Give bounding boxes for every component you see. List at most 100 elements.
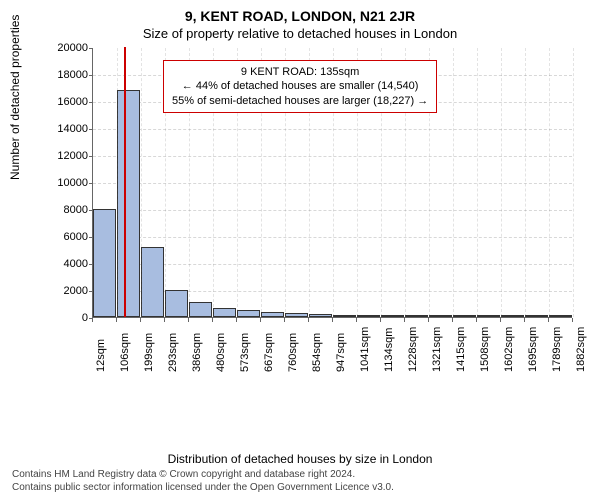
x-tick: 1508sqm	[479, 327, 491, 372]
histogram-bar	[477, 315, 500, 317]
x-tick-mark	[308, 318, 309, 322]
x-tick-mark	[164, 318, 165, 322]
x-tick-mark	[404, 318, 405, 322]
x-tick: 947sqm	[335, 333, 347, 372]
gridline-v	[117, 48, 118, 317]
x-tick-mark	[428, 318, 429, 322]
y-tick: 2000	[48, 285, 88, 297]
gridline-v	[141, 48, 142, 317]
histogram-bar	[549, 315, 572, 317]
histogram-bar	[381, 315, 404, 317]
y-tick: 0	[48, 312, 88, 324]
gridline-v	[525, 48, 526, 317]
x-tick: 199sqm	[143, 333, 155, 372]
x-tick-mark	[332, 318, 333, 322]
y-tick: 14000	[48, 123, 88, 135]
y-tick: 10000	[48, 177, 88, 189]
x-tick-mark	[476, 318, 477, 322]
histogram-bar	[429, 315, 452, 317]
highlight-marker	[124, 47, 126, 317]
x-tick: 1228sqm	[407, 327, 419, 372]
annotation-line: 9 KENT ROAD: 135sqm	[172, 65, 428, 79]
y-tick: 6000	[48, 231, 88, 243]
copyright-text: Contains HM Land Registry data © Crown c…	[12, 468, 394, 494]
x-tick: 293sqm	[167, 333, 179, 372]
x-tick-mark	[356, 318, 357, 322]
histogram-bar	[261, 312, 284, 317]
histogram-bar	[333, 315, 356, 317]
x-tick: 1882sqm	[575, 327, 587, 372]
histogram-bar	[189, 302, 212, 317]
x-axis-label: Distribution of detached houses by size …	[0, 452, 600, 466]
x-tick-mark	[92, 318, 93, 322]
histogram-bar	[285, 313, 308, 317]
histogram-bar	[141, 247, 164, 317]
histogram-bar	[405, 315, 428, 317]
y-tick-mark	[89, 48, 93, 49]
annotation-box: 9 KENT ROAD: 135sqm← 44% of detached hou…	[163, 60, 437, 113]
x-tick-mark	[380, 318, 381, 322]
x-tick-mark	[500, 318, 501, 322]
x-tick: 1321sqm	[431, 327, 443, 372]
annotation-line: ← 44% of detached houses are smaller (14…	[172, 79, 428, 93]
x-tick-mark	[140, 318, 141, 322]
y-tick: 18000	[48, 69, 88, 81]
x-tick: 386sqm	[191, 333, 203, 372]
histogram-bar	[309, 314, 332, 317]
x-tick-mark	[524, 318, 525, 322]
copyright-line: Contains public sector information licen…	[12, 481, 394, 494]
y-tick: 12000	[48, 150, 88, 162]
x-tick: 667sqm	[263, 333, 275, 372]
x-tick: 1041sqm	[359, 327, 371, 372]
x-tick-mark	[212, 318, 213, 322]
y-tick-mark	[89, 129, 93, 130]
y-tick: 16000	[48, 96, 88, 108]
page-title: 9, KENT ROAD, LONDON, N21 2JR	[0, 0, 600, 24]
plot-area: 9 KENT ROAD: 135sqm← 44% of detached hou…	[92, 48, 572, 318]
gridline-v	[501, 48, 502, 317]
y-tick-mark	[89, 75, 93, 76]
x-tick-mark	[116, 318, 117, 322]
x-tick-labels: 12sqm 106sqm 199sqm 293sqm 386sqm 480sqm 573sq…	[92, 318, 572, 398]
histogram-bar	[165, 290, 188, 317]
histogram-bar	[501, 315, 524, 317]
x-tick: 1789sqm	[551, 327, 563, 372]
y-tick-labels: 0200040006000800010000120001400016000180…	[52, 48, 92, 318]
x-tick-mark	[260, 318, 261, 322]
histogram-bar	[237, 310, 260, 317]
page-subtitle: Size of property relative to detached ho…	[0, 24, 600, 41]
x-tick-mark	[548, 318, 549, 322]
x-tick: 1415sqm	[455, 327, 467, 372]
histogram-bar	[453, 315, 476, 317]
y-tick-mark	[89, 156, 93, 157]
gridline-v	[549, 48, 550, 317]
x-tick: 760sqm	[287, 333, 299, 372]
x-tick: 1695sqm	[527, 327, 539, 372]
histogram-bar	[213, 308, 236, 317]
y-tick-mark	[89, 102, 93, 103]
y-axis-label: Number of detached properties	[8, 15, 22, 180]
histogram-bar	[93, 209, 116, 317]
chart-container: 0200040006000800010000120001400016000180…	[52, 48, 572, 398]
y-tick-mark	[89, 183, 93, 184]
gridline-v	[573, 48, 574, 317]
annotation-line: 55% of semi-detached houses are larger (…	[172, 94, 428, 108]
gridline-v	[477, 48, 478, 317]
x-tick: 573sqm	[239, 333, 251, 372]
x-tick-mark	[452, 318, 453, 322]
histogram-bar	[117, 90, 140, 317]
x-tick-mark	[572, 318, 573, 322]
x-tick: 1602sqm	[503, 327, 515, 372]
histogram-bar	[357, 315, 380, 317]
x-tick: 1134sqm	[383, 328, 395, 372]
x-tick: 106sqm	[119, 333, 131, 372]
x-tick: 854sqm	[311, 333, 323, 372]
x-tick-mark	[236, 318, 237, 322]
copyright-line: Contains HM Land Registry data © Crown c…	[12, 468, 394, 481]
y-tick: 8000	[48, 204, 88, 216]
x-tick: 480sqm	[215, 333, 227, 372]
histogram-bar	[525, 315, 548, 317]
x-tick-mark	[284, 318, 285, 322]
x-tick-mark	[188, 318, 189, 322]
x-tick: 12sqm	[95, 339, 107, 372]
